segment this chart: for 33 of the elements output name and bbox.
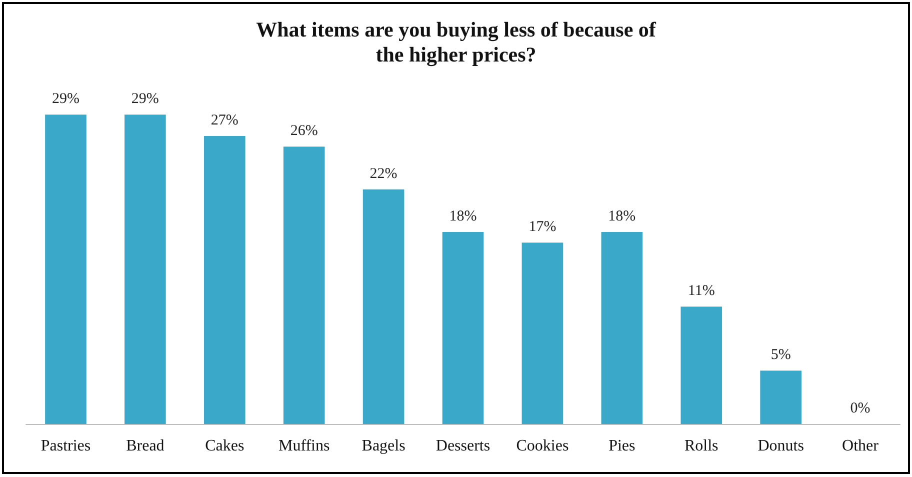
- data-label: 18%: [449, 208, 477, 224]
- bar: [283, 146, 325, 424]
- bar: [45, 114, 86, 424]
- bar: [601, 232, 643, 424]
- data-label: 18%: [608, 208, 636, 224]
- x-tick-label: Bread: [126, 438, 164, 454]
- x-tick-label: Pastries: [40, 438, 91, 454]
- x-tick-label: Bagels: [362, 438, 406, 454]
- bar: [124, 114, 166, 424]
- x-tick-label: Cakes: [205, 438, 244, 454]
- bar: [760, 370, 802, 424]
- data-label: 5%: [770, 347, 791, 364]
- x-tick-label: Desserts: [436, 438, 490, 454]
- bar: [680, 306, 722, 424]
- data-label: 11%: [688, 283, 715, 300]
- data-label: 29%: [52, 91, 80, 108]
- x-tick-label: Other: [842, 438, 880, 454]
- x-tick-label: Rolls: [684, 438, 718, 454]
- x-tick-label: Cookies: [516, 438, 569, 454]
- x-tick-label: Muffins: [278, 438, 330, 454]
- x-tick-label: Donuts: [758, 438, 804, 454]
- bar: [522, 242, 564, 424]
- data-label: 22%: [370, 166, 398, 182]
- data-label: 27%: [210, 112, 238, 128]
- bar: [362, 189, 404, 424]
- data-label: 17%: [528, 219, 556, 236]
- data-label: 26%: [290, 123, 318, 140]
- bar: [204, 136, 246, 424]
- x-tick-label: Pies: [608, 438, 636, 454]
- bar: [442, 232, 484, 424]
- data-label: 29%: [131, 91, 159, 108]
- data-label: 0%: [850, 400, 870, 416]
- chart-title: What items are you buying less of because of the higher prices?: [256, 18, 657, 66]
